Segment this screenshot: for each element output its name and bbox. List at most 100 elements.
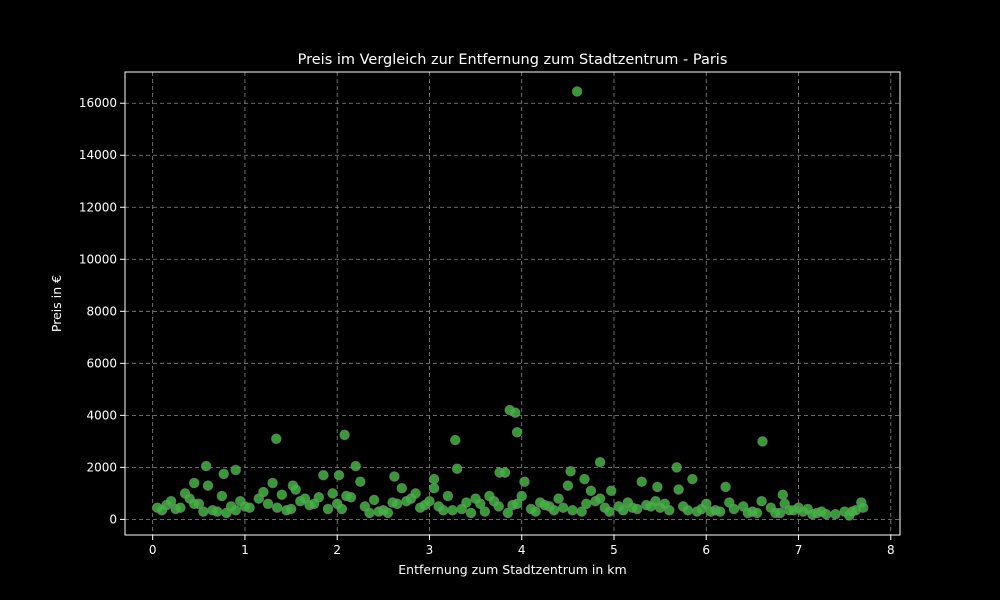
scatter-point — [493, 501, 504, 512]
scatter-point — [175, 502, 186, 513]
scatter-point — [705, 506, 717, 517]
scatter-point — [671, 462, 682, 473]
scatter-point — [276, 489, 288, 500]
scatter-point — [510, 407, 521, 418]
scatter-point — [230, 505, 241, 516]
chart-title: Preis im Vergleich zur Entfernung zum St… — [298, 52, 728, 68]
scatter-point — [605, 485, 617, 497]
scatter-point — [742, 507, 754, 519]
y-tick-label: 14000 — [79, 148, 117, 162]
scatter-point — [816, 506, 827, 517]
scatter-point — [557, 502, 569, 513]
scatter-point — [724, 497, 735, 508]
scatter-point — [299, 493, 311, 504]
scatter-point — [345, 492, 357, 503]
scatter-point — [777, 489, 789, 500]
x-tick-label: 2 — [333, 543, 341, 557]
scatter-point — [221, 507, 232, 519]
scatter-point — [645, 501, 657, 512]
scatter-point — [322, 503, 334, 515]
scatter-point — [576, 506, 587, 517]
scatter-point — [682, 505, 694, 516]
x-tick-label: 8 — [887, 543, 895, 557]
y-tick-label: 12000 — [79, 200, 117, 214]
scatter-point — [511, 427, 523, 438]
x-tick-label: 6 — [702, 543, 710, 557]
scatter-point — [200, 460, 212, 472]
scatter-point — [258, 486, 269, 498]
scatter-point — [585, 485, 597, 497]
scatter-point — [844, 510, 855, 521]
scatter-point — [216, 490, 228, 502]
scatter-point — [239, 501, 251, 512]
scatter-point — [553, 493, 564, 504]
scatter-point — [165, 495, 177, 507]
scatter-point — [401, 495, 412, 507]
scatter-point — [530, 506, 541, 517]
scatter-point — [188, 498, 200, 510]
scatter-point — [281, 505, 292, 516]
x-tick-label: 0 — [149, 543, 157, 557]
scatter-point — [720, 481, 731, 493]
scatter-point — [511, 498, 523, 510]
scatter-point — [156, 505, 168, 516]
scatter-point — [652, 481, 663, 493]
scatter-point — [519, 476, 530, 487]
scatter-point — [562, 480, 574, 491]
scatter-point — [857, 502, 869, 513]
scatter-point — [290, 484, 301, 495]
y-axis-label: Preis in € — [49, 275, 64, 332]
scatter-point — [368, 494, 380, 506]
scatter-point — [419, 499, 431, 511]
data-points — [152, 86, 869, 521]
y-tick-label: 2000 — [86, 460, 117, 474]
scatter-point — [198, 506, 209, 517]
scatter-point — [308, 498, 320, 510]
scatter-point — [271, 433, 282, 445]
scatter-point — [687, 473, 698, 485]
scatter-point — [188, 477, 200, 489]
scatter-point — [428, 473, 440, 485]
scatter-point — [474, 498, 486, 510]
scatter-point — [355, 476, 366, 487]
scatter-point — [442, 490, 454, 502]
scatter-point — [757, 436, 768, 447]
scatter-point — [339, 429, 350, 441]
scatter-point — [450, 434, 461, 446]
scatter-point — [565, 466, 576, 477]
scatter-point — [756, 495, 767, 507]
scatter-point — [262, 498, 274, 510]
scatter-point — [428, 482, 440, 494]
scatter-point — [333, 469, 345, 481]
scatter-point — [350, 460, 361, 472]
scatter-point — [627, 502, 638, 513]
x-tick-label: 1 — [241, 543, 249, 557]
scatter-point — [779, 498, 790, 510]
scatter-point — [696, 503, 707, 515]
scatter-point — [327, 488, 338, 499]
scatter-point — [567, 505, 578, 516]
scatter-point — [447, 505, 458, 516]
scatter-point — [230, 464, 241, 476]
axes-frame — [124, 71, 901, 536]
scatter-point — [714, 506, 726, 517]
y-tick-label: 8000 — [86, 304, 117, 318]
scatter-point — [391, 498, 403, 510]
scatter-point — [479, 506, 491, 517]
scatter-point — [389, 471, 400, 482]
scatter-point — [267, 477, 278, 489]
scatter-point — [579, 473, 590, 485]
y-tick-label: 4000 — [86, 408, 117, 422]
scatter-point — [659, 498, 670, 510]
scatter-point — [673, 484, 684, 495]
x-axis-ticks: 0 1 2 3 4 5 6 7 8 — [149, 535, 895, 557]
x-axis-label: Entfernung zum Stadtzentrum in km — [398, 562, 626, 577]
scatter-point — [499, 467, 511, 478]
scatter-point — [807, 508, 818, 520]
scatter-point — [830, 508, 841, 520]
scatter-point — [318, 469, 329, 481]
scatter-point — [751, 507, 763, 519]
x-tick-label: 3 — [426, 543, 434, 557]
y-axis-ticks: 0 2000 4000 6000 8000 10000 12000 14000 16000 — [79, 96, 125, 526]
